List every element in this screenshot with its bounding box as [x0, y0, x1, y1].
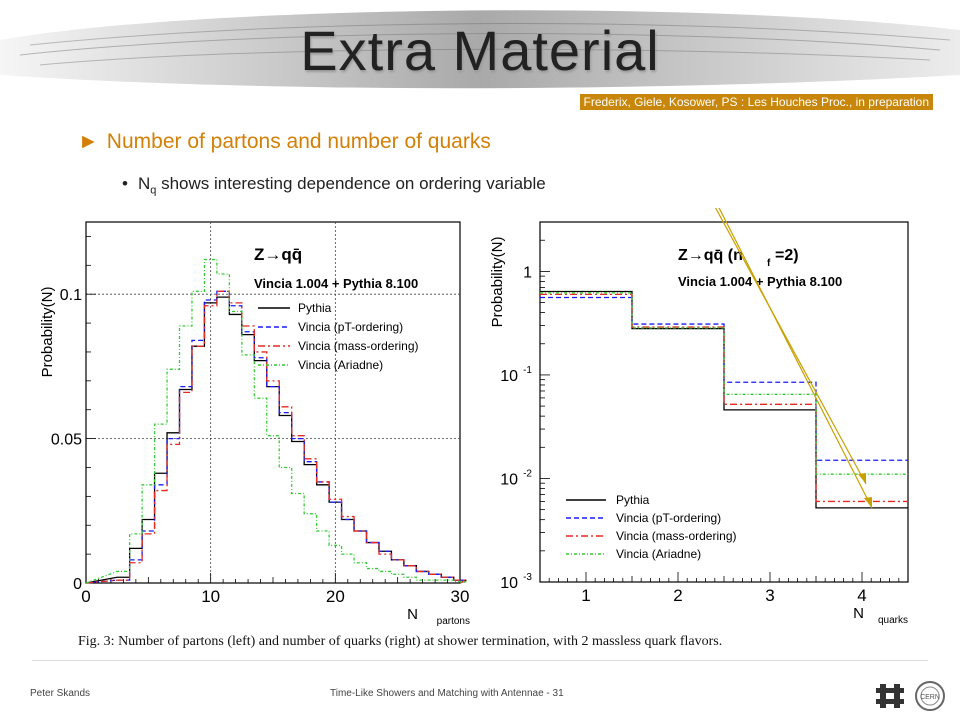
- right-chart-title: Z→qq̄ (n: [678, 247, 743, 264]
- right-ytick-label: 10: [500, 368, 518, 385]
- annotation-arrow-line: [711, 193, 873, 509]
- right-ytick-label: 1: [523, 264, 532, 281]
- right-xlabel: N: [853, 605, 864, 622]
- annotation-arrow-line: [707, 193, 867, 485]
- right-legend-label: Pythia: [616, 493, 650, 507]
- left-series-2: [85, 290, 467, 584]
- fermilab-logo-icon: [876, 684, 904, 708]
- figure-caption: Fig. 3: Number of partons (left) and num…: [78, 634, 723, 649]
- main-bullet-text: Number of partons and number of quarks: [106, 130, 491, 153]
- left-xtick-label: 10: [201, 587, 220, 606]
- left-series-4: [85, 258, 467, 584]
- right-chart-subtitle: Vincia 1.004 + Pythia 8.100: [678, 274, 842, 289]
- left-xtick-label: 0: [81, 587, 90, 606]
- page-title: Extra Material: [300, 19, 660, 82]
- left-legend-label: Vincia (mass-ordering): [298, 339, 419, 353]
- right-ytick-label: 10: [500, 575, 518, 592]
- right-legend-label: Vincia (Ariadne): [616, 547, 701, 561]
- right-ytick-exponent: -3: [523, 572, 532, 583]
- bullet-dot-icon: •: [122, 174, 128, 193]
- right-ytick-label: 10: [500, 471, 518, 488]
- left-legend-label: Pythia: [298, 301, 332, 315]
- right-legend-label: Vincia (mass-ordering): [616, 529, 737, 543]
- left-legend-label: Vincia (pT-ordering): [298, 320, 403, 334]
- right-chart-title-tail: =2): [775, 247, 799, 264]
- footer-author: Peter Skands: [30, 688, 91, 699]
- sub-bullet-subscript: q: [150, 184, 157, 197]
- right-chart-title-sub: f: [767, 258, 771, 269]
- sub-bullet: • Nq shows interesting dependence on orde…: [122, 174, 546, 196]
- sub-bullet-text: shows interesting dependence on ordering…: [156, 174, 546, 193]
- left-legend-label: Vincia (Ariadne): [298, 358, 383, 372]
- bullet-arrow-icon: ►: [78, 130, 99, 153]
- sub-bullet-prefix: N: [137, 174, 151, 193]
- right-xlabel-sub: quarks: [878, 615, 908, 626]
- left-xtick-label: 30: [451, 587, 470, 606]
- main-bullet: ► Number of partons and number of quarks: [78, 130, 491, 154]
- left-chart-subtitle: Vincia 1.004 + Pythia 8.100: [254, 276, 418, 291]
- right-xtick-label: 1: [581, 586, 590, 605]
- left-series-3: [85, 290, 467, 584]
- right-legend-label: Vincia (pT-ordering): [616, 511, 721, 525]
- figure-svg: 0 10 20 30 0 0.05 0.1 N partons Probability(N) Z→q…: [39, 193, 909, 627]
- left-ytick-label: 0.05: [51, 432, 82, 449]
- left-xlabel: N: [407, 606, 418, 623]
- right-xtick-label: 4: [857, 586, 866, 605]
- cern-logo-icon: CERN: [915, 681, 945, 711]
- citation-label: Frederix, Giele, Kosower, PS : Les Houch…: [579, 94, 933, 110]
- left-xlabel-sub: partons: [437, 616, 470, 627]
- right-series-4: [540, 292, 908, 475]
- right-xtick-label: 3: [765, 586, 774, 605]
- footer-talk-title: Time-Like Showers and Matching with Ante…: [330, 688, 564, 699]
- left-ytick-label: 0.1: [60, 287, 82, 304]
- annotation-arrowhead: [864, 497, 872, 508]
- left-ytick-label: 0: [73, 576, 82, 593]
- right-ytick-exponent: -2: [523, 468, 532, 479]
- logos: CERN: [876, 681, 945, 711]
- left-ylabel: Probability(N): [39, 287, 56, 378]
- right-xtick-label: 2: [673, 586, 682, 605]
- header-banner: [0, 10, 960, 89]
- right-ytick-exponent: -1: [523, 365, 532, 376]
- right-ylabel: Probability(N): [489, 237, 506, 328]
- left-xtick-label: 20: [326, 587, 345, 606]
- left-chart-title: Z→qq̄: [254, 245, 302, 264]
- svg-text:CERN: CERN: [920, 694, 940, 701]
- annotation-arrowhead: [858, 473, 866, 484]
